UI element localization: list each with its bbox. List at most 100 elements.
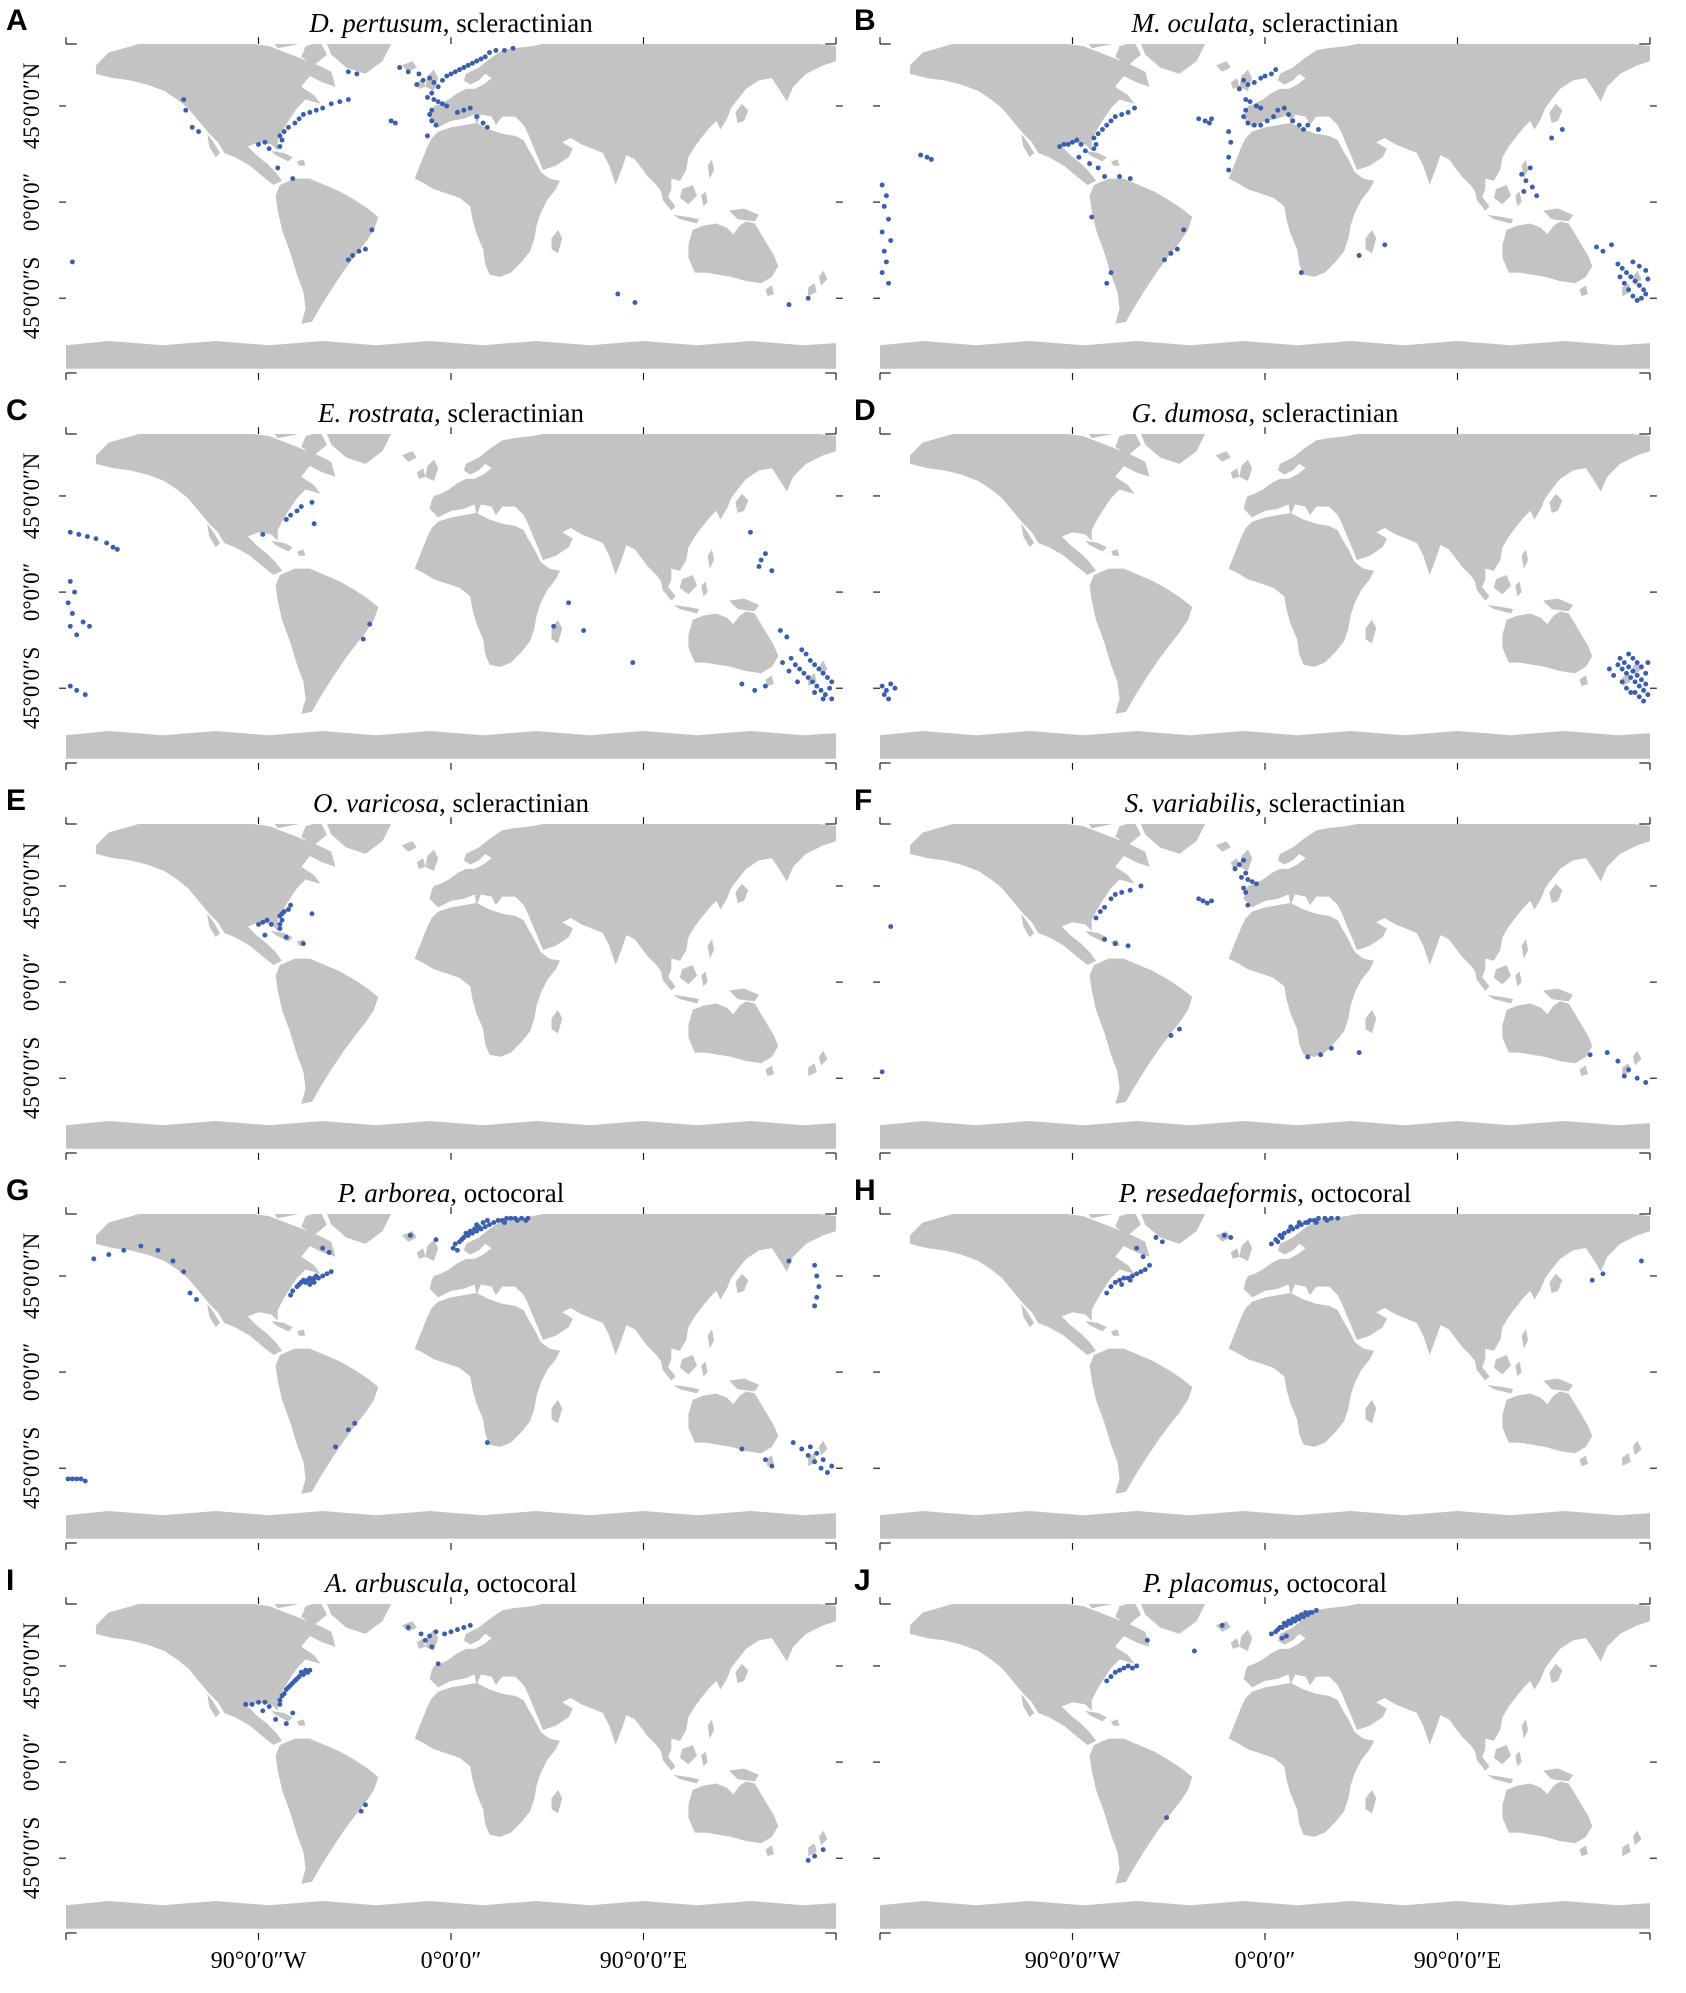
world-map: 45°0′0″N 0°0′0″ 45°0′0″S xyxy=(19,817,843,1160)
y-axis-label-0: 0°0′0″ xyxy=(19,562,44,622)
panel-letter: D xyxy=(854,394,876,427)
axis-ticks xyxy=(59,427,843,770)
panel-title: S. variabilis, scleractinian xyxy=(880,786,1650,820)
map-panel-h: H P. resedaeformis, octocoral xyxy=(846,1174,1686,1564)
taxon-label: , scleractinian xyxy=(434,398,584,428)
panel-title: P. placomus, octocoral xyxy=(880,1566,1650,1600)
taxon-label: , scleractinian xyxy=(1248,8,1399,38)
map-panel-e: E O. varicosa, scleractinian 45°0′0″N 0°… xyxy=(0,784,846,1174)
x-axis-label-90w: 90°0′0″W xyxy=(210,1948,307,1974)
taxon-label: , octocoral xyxy=(450,1178,565,1208)
panel-title: P. resedaeformis, octocoral xyxy=(880,1176,1650,1210)
world-map-svg xyxy=(59,1597,843,1940)
y-axis-label-45n: 45°0′0″N xyxy=(19,842,44,930)
occurrence-dots xyxy=(879,67,1651,303)
panel-title: P. arborea, octocoral xyxy=(66,1176,836,1210)
species-name: E. rostrata xyxy=(318,398,435,428)
occurrence-dots xyxy=(256,902,315,947)
map-panel-d: D G. dumosa, scleractinian xyxy=(846,394,1686,784)
world-map-svg xyxy=(59,37,843,380)
world-map: 45°0′0″N 0°0′0″ 45°0′0″S xyxy=(19,1597,843,1940)
panel-letter: G xyxy=(6,1174,30,1207)
world-map xyxy=(873,1207,1657,1550)
taxon-label: , scleractinian xyxy=(1248,398,1399,428)
y-axis-label-45s: 45°0′0″S xyxy=(19,1816,44,1900)
map-panel-c: C E. rostrata, scleractinian 45°0′0″N 0°… xyxy=(0,394,846,784)
panel-title: O. varicosa, scleractinian xyxy=(66,786,836,820)
species-name: S. variabilis xyxy=(1124,788,1256,818)
y-axis-label-0: 0°0′0″ xyxy=(19,172,44,232)
y-axis-label-45n: 45°0′0″N xyxy=(19,1622,44,1710)
y-axis-label-45s: 45°0′0″S xyxy=(19,1036,44,1120)
y-axis-label-45s: 45°0′0″S xyxy=(19,256,44,340)
map-panel-b: B M. oculata, scleractinian xyxy=(846,4,1686,394)
occurrence-dots xyxy=(1104,1215,1644,1296)
panel-letter: B xyxy=(854,4,876,37)
panel-letter: I xyxy=(6,1564,15,1597)
panel-title: D. pertusum, scleractinian xyxy=(66,6,836,40)
panel-letter: F xyxy=(854,784,873,817)
species-name: P. placomus xyxy=(1143,1568,1274,1598)
continents-shape xyxy=(66,434,836,759)
axis-ticks xyxy=(59,1597,843,1940)
panel-letter: E xyxy=(6,784,27,817)
axis-ticks xyxy=(59,37,843,380)
occurrence-dots xyxy=(243,1622,826,1863)
panel-letter: H xyxy=(854,1174,876,1207)
occurrence-dots xyxy=(65,499,835,702)
x-axis-left: 90°0′0″W 0°0′0″ 90°0′0″E xyxy=(66,1944,836,1984)
axis-ticks xyxy=(873,37,1657,380)
continents-shape xyxy=(880,434,1650,759)
world-map xyxy=(873,1597,1657,1940)
species-name: P. resedaeformis xyxy=(1118,1178,1298,1208)
axis-ticks xyxy=(59,1207,843,1550)
world-map: 45°0′0″N 0°0′0″ 45°0′0″S xyxy=(19,1207,843,1550)
panel-letter: A xyxy=(6,4,28,37)
x-axis-label-0: 0°0′0″ xyxy=(1234,1948,1296,1974)
panel-title: E. rostrata, scleractinian xyxy=(66,396,836,430)
axis-ticks xyxy=(59,817,843,1160)
world-map-svg xyxy=(59,817,843,1160)
taxon-label: , scleractinian xyxy=(1255,788,1406,818)
continents-shape xyxy=(66,1604,836,1929)
y-axis-label-45n: 45°0′0″N xyxy=(19,452,44,540)
world-map-svg xyxy=(873,1207,1657,1550)
species-name: D. pertusum xyxy=(309,8,443,38)
world-map-svg xyxy=(873,1597,1657,1940)
axis-ticks xyxy=(873,1207,1657,1550)
occurrence-dots xyxy=(69,45,811,308)
y-axis-label-45s: 45°0′0″S xyxy=(19,1426,44,1510)
x-axis-label-90e: 90°0′0″E xyxy=(599,1948,688,1974)
world-map xyxy=(873,37,1657,380)
continents-shape xyxy=(66,1214,836,1539)
y-axis-label-45n: 45°0′0″N xyxy=(19,1232,44,1320)
y-axis-label-45n: 45°0′0″N xyxy=(19,62,44,150)
panel-title: A. arbuscula, octocoral xyxy=(66,1566,836,1600)
occurrence-dots xyxy=(879,651,1651,704)
y-axis-label-0: 0°0′0″ xyxy=(19,952,44,1012)
species-name: O. varicosa xyxy=(313,788,440,818)
y-axis-label-45s: 45°0′0″S xyxy=(19,646,44,730)
taxon-label: , octocoral xyxy=(1297,1178,1412,1208)
world-map-svg xyxy=(873,427,1657,770)
world-map-svg xyxy=(59,427,843,770)
map-panel-i: I A. arbuscula, octocoral 45°0′0″N 0°0′0… xyxy=(0,1564,846,1954)
axis-ticks xyxy=(873,817,1657,1160)
panel-letter: J xyxy=(854,1564,871,1597)
continents-shape xyxy=(880,824,1650,1149)
species-name: P. arborea xyxy=(337,1178,451,1208)
world-map-svg xyxy=(59,1207,843,1550)
map-panel-j: J P. placomus, octocoral xyxy=(846,1564,1686,1954)
continents-shape xyxy=(66,824,836,1149)
taxon-label: , scleractinian xyxy=(439,788,589,818)
occurrence-dots xyxy=(1104,1607,1319,1821)
species-name: A. arbuscula xyxy=(325,1568,464,1598)
map-panel-g: G P. arborea, octocoral 45°0′0″N 0°0′0″ … xyxy=(0,1174,846,1564)
map-panel-f: F S. variabilis, scleractinian xyxy=(846,784,1686,1174)
panel-title: M. oculata, scleractinian xyxy=(880,6,1650,40)
axis-ticks xyxy=(873,427,1657,770)
world-map xyxy=(873,427,1657,770)
x-axis-label-90w: 90°0′0″W xyxy=(1024,1948,1121,1974)
occurrence-dots xyxy=(65,1215,835,1484)
